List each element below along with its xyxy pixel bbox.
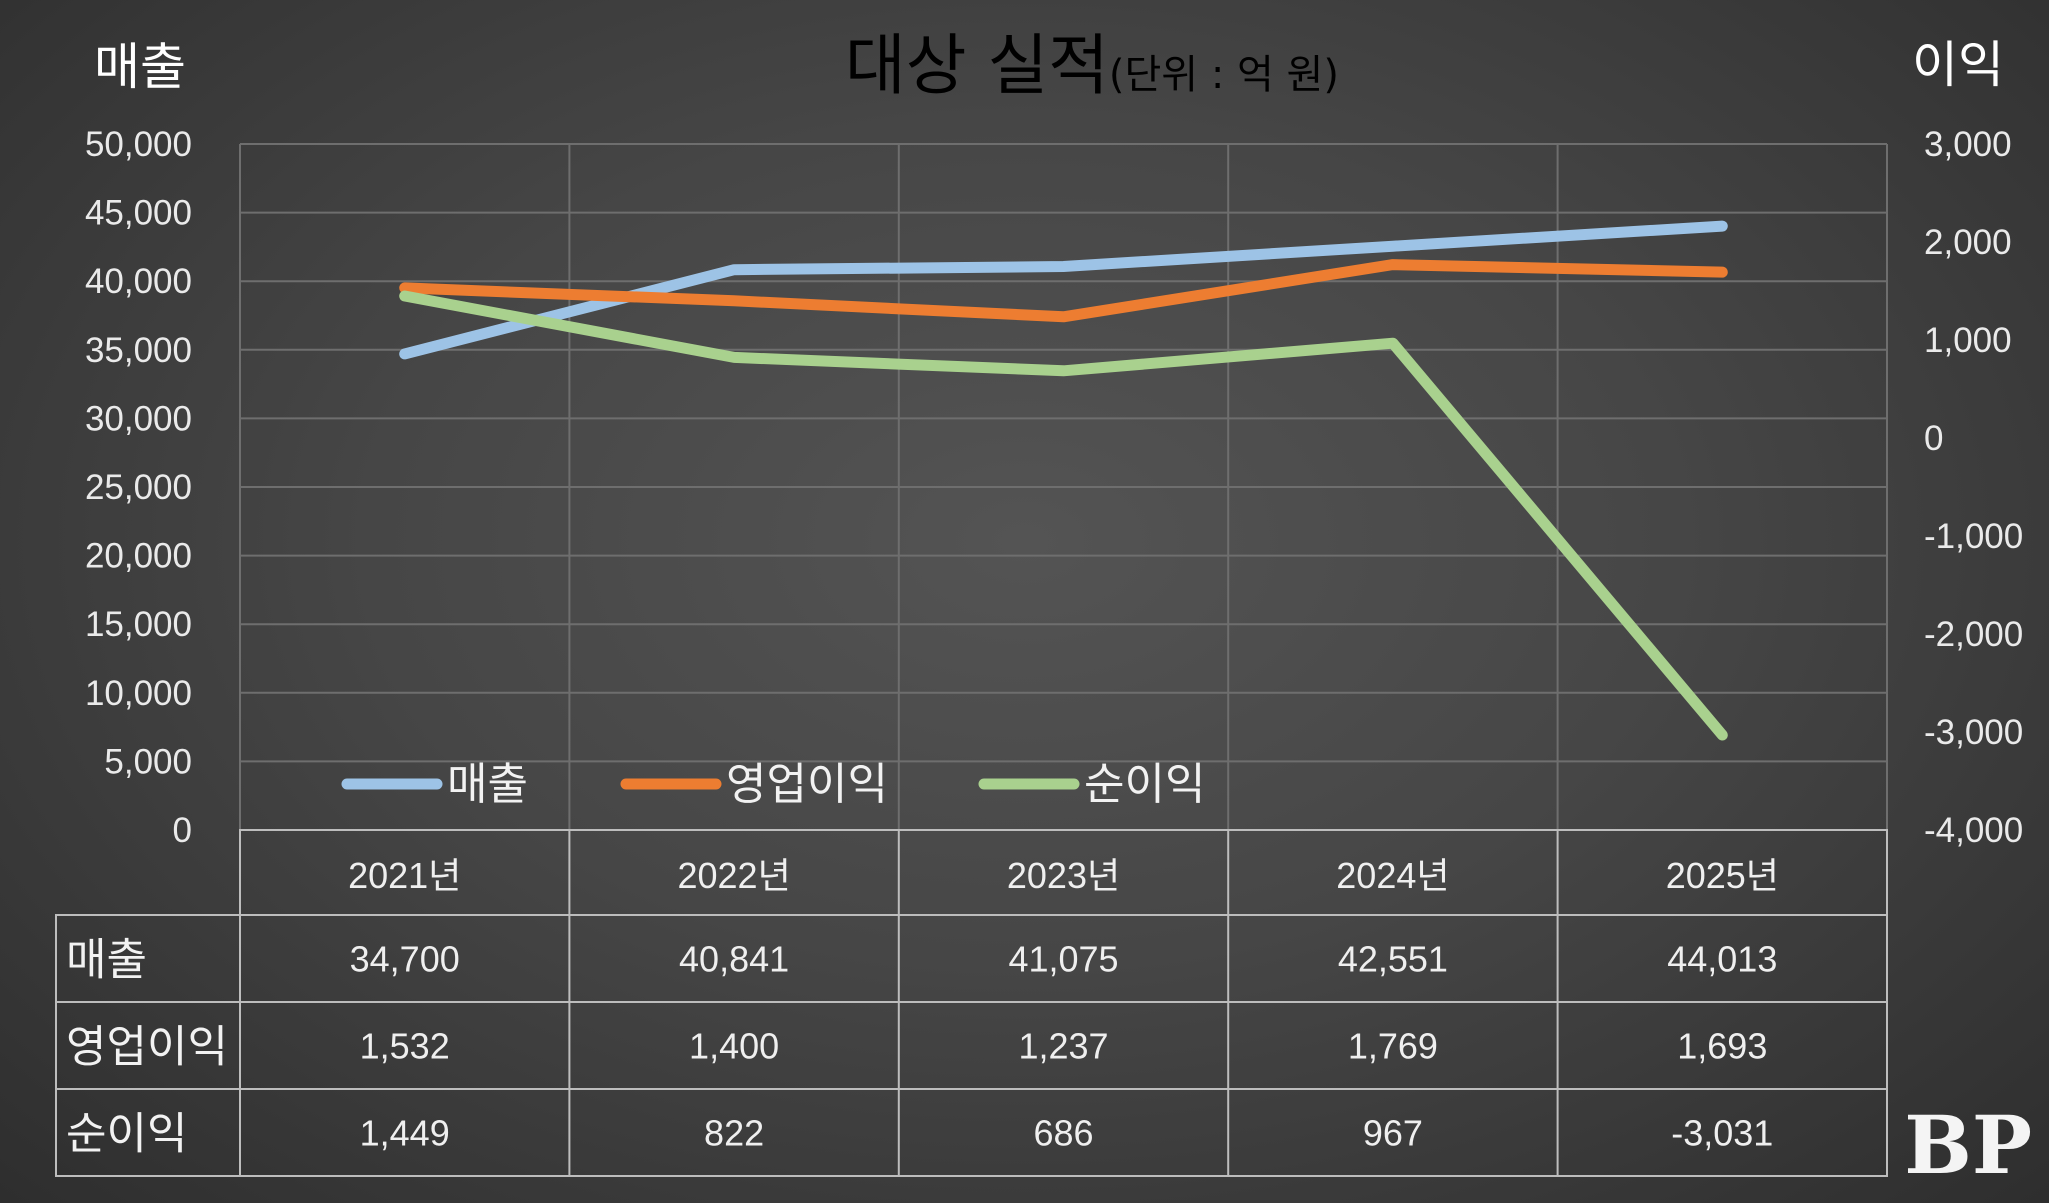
series-lines: [399, 220, 1728, 741]
legend-label: 순이익: [1084, 759, 1205, 810]
legend-label: 매출: [447, 759, 528, 810]
left-tick-label: 20,000: [85, 537, 192, 576]
category-label: 2024년: [1336, 855, 1449, 896]
data-label: 686: [1033, 1113, 1093, 1154]
right-tick-label: -1,000: [1924, 517, 2023, 556]
data-label: 1,769: [1348, 1026, 1438, 1067]
right-tick-label: -2,000: [1924, 615, 2023, 654]
series-line-순이익: [399, 290, 1728, 741]
chart-unit-label: (단위 : 억 원): [1109, 52, 1339, 98]
left-tick-label: 30,000: [85, 399, 192, 438]
right-tick-label: -4,000: [1924, 811, 2023, 850]
left-tick-label: 0: [173, 811, 192, 850]
right-tick-label: -3,000: [1924, 713, 2023, 752]
right-tick-label: 0: [1924, 419, 1943, 458]
gridlines: [239, 143, 1888, 830]
data-label: 1,400: [689, 1026, 779, 1067]
left-tick-label: 45,000: [85, 194, 192, 233]
left-axis-title: 매출: [94, 38, 186, 96]
chart-title: 대상 실적(단위 : 억 원): [845, 27, 1339, 104]
bp-watermark-logo: BP: [1904, 1098, 2032, 1192]
right-axis-title: 이익: [1912, 36, 2004, 94]
data-label: 967: [1363, 1113, 1423, 1154]
left-tick-label: 40,000: [85, 262, 192, 301]
chart-title-main: 대상 실적: [845, 27, 1109, 104]
left-tick-label: 15,000: [85, 605, 192, 644]
axis-ticks: 0 5,000 10,000 15,000 20,000 25,000 30,000 35,0…: [85, 125, 2023, 850]
left-tick-label: 35,000: [85, 331, 192, 370]
category-label: 2025년: [1666, 855, 1779, 896]
category-label: 2022년: [677, 855, 790, 896]
left-tick-label: 5,000: [104, 742, 192, 781]
left-tick-label: 50,000: [85, 125, 192, 164]
right-tick-label: 1,000: [1924, 321, 2012, 360]
data-label: 41,075: [1008, 939, 1118, 980]
series-line-영업이익: [399, 259, 1728, 323]
data-label: 40,841: [679, 939, 789, 980]
table-body: [55, 914, 1888, 1177]
right-tick-label: 2,000: [1924, 223, 2012, 262]
data-label: 44,013: [1667, 939, 1777, 980]
left-tick-label: 25,000: [85, 468, 192, 507]
data-label: 1,237: [1018, 1026, 1108, 1067]
right-tick-label: 3,000: [1924, 125, 2012, 164]
table-row-header: 매출: [66, 935, 147, 986]
category-label: 2021년: [348, 855, 461, 896]
left-tick-label: 10,000: [85, 674, 192, 713]
category-label: 2023년: [1007, 855, 1120, 896]
data-label: 1,449: [360, 1113, 450, 1154]
table-row-header: 순이익: [66, 1109, 187, 1160]
data-label: 1,693: [1677, 1026, 1767, 1067]
data-label: 42,551: [1338, 939, 1448, 980]
legend-label: 영업이익: [726, 759, 888, 810]
table-row-header: 영업이익: [66, 1022, 228, 1073]
legend: 매출 영업이익 순이익: [341, 759, 1205, 810]
data-label: -3,031: [1671, 1113, 1773, 1154]
data-label: 34,700: [350, 939, 460, 980]
data-label: 822: [704, 1113, 764, 1154]
data-label: 1,532: [360, 1026, 450, 1067]
